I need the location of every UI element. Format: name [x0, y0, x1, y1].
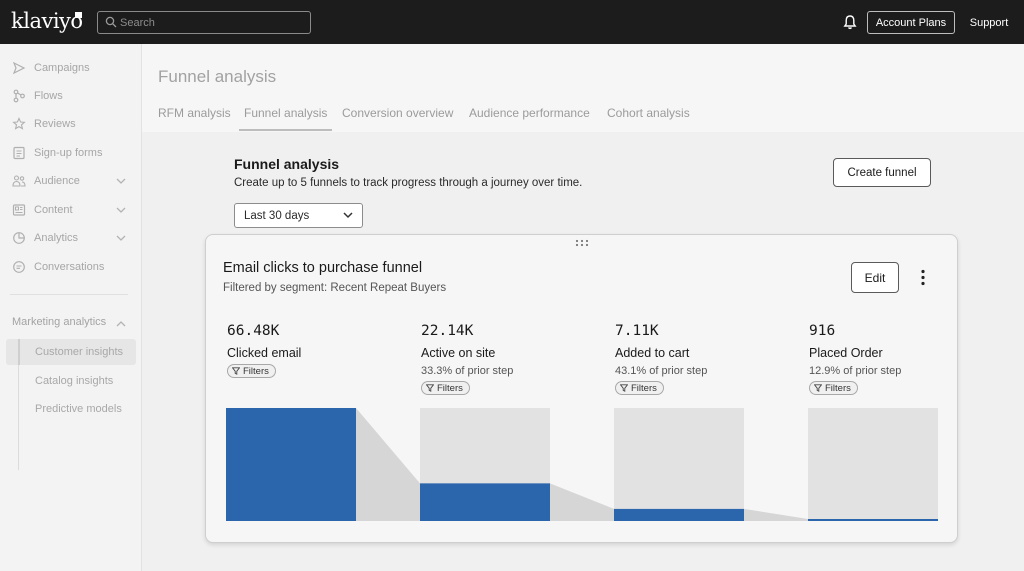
pie-chart-icon	[13, 232, 25, 244]
sidebar-item-label: Conversations	[34, 261, 105, 273]
drag-handle-icon[interactable]	[575, 239, 589, 247]
funnel-bar-clicked-email[interactable]	[226, 408, 356, 521]
section-title: Funnel analysis	[234, 156, 340, 172]
form-icon	[13, 146, 25, 160]
filters-label: Filters	[631, 382, 657, 394]
chat-icon	[13, 261, 25, 273]
klaviyo-logo[interactable]: klaviyo	[11, 9, 83, 33]
date-range-value: Last 30 days	[244, 209, 310, 222]
funnel-chart	[226, 408, 938, 521]
funnel-connector	[744, 508, 808, 521]
chevron-down-icon	[116, 207, 126, 213]
sidebar-item-label: Analytics	[34, 232, 79, 244]
sidebar-item-campaigns[interactable]: Campaigns	[0, 55, 142, 81]
sidebar-divider	[10, 294, 128, 295]
search-icon	[105, 16, 117, 28]
star-icon	[12, 117, 26, 130]
sidebar-item-content[interactable]: Content	[0, 197, 142, 223]
sidebar-item-conversations[interactable]: Conversations	[0, 254, 142, 280]
filters-chip[interactable]: Filters	[615, 381, 664, 395]
filter-icon	[814, 384, 822, 392]
funnel-bar-track	[614, 408, 744, 521]
funnel-bar-added-to-cart[interactable]	[614, 508, 744, 521]
sidebar: Campaigns Flows Reviews Sign-up forms Au…	[0, 44, 142, 571]
chevron-down-icon	[116, 235, 126, 241]
page-header	[142, 44, 1024, 132]
funnel-bar-track	[808, 408, 938, 521]
content-icon	[12, 204, 26, 216]
bell-icon[interactable]	[843, 14, 857, 30]
step-name: Added to cart	[615, 346, 690, 360]
filters-chip[interactable]: Filters	[809, 381, 858, 395]
tab-funnel-analysis[interactable]: Funnel analysis	[244, 106, 328, 120]
chevron-down-icon	[116, 178, 126, 184]
logo-flag-icon	[75, 12, 82, 18]
sidebar-item-label: Audience	[34, 175, 80, 187]
filters-label: Filters	[437, 382, 463, 394]
step-name: Active on site	[421, 346, 496, 360]
filter-icon	[426, 384, 434, 392]
sidebar-item-catalog-insights[interactable]: Catalog insights	[35, 375, 114, 387]
step-name: Placed Order	[809, 346, 883, 360]
people-icon	[12, 175, 26, 187]
sidebar-item-predictive-models[interactable]: Predictive models	[35, 403, 122, 415]
filters-chip[interactable]: Filters	[227, 364, 276, 378]
sidebar-item-audience[interactable]: Audience	[0, 168, 142, 194]
step-name: Clicked email	[227, 346, 302, 360]
sidebar-item-flows[interactable]: Flows	[0, 83, 142, 109]
sidebar-item-label: Campaigns	[34, 62, 90, 74]
step-value: 7.11K	[615, 323, 659, 339]
account-plans-button[interactable]: Account Plans	[867, 11, 955, 34]
funnel-connector	[550, 483, 614, 521]
sidebar-item-analytics[interactable]: Analytics	[0, 225, 142, 251]
create-funnel-button[interactable]: Create funnel	[833, 158, 931, 187]
send-icon	[12, 61, 26, 75]
sidebar-item-label: Reviews	[34, 118, 76, 130]
step-value: 66.48K	[227, 323, 280, 339]
funnel-connector	[356, 408, 420, 521]
funnel-bar-placed-order[interactable]	[808, 519, 938, 521]
search-input[interactable]	[120, 13, 305, 32]
card-title: Email clicks to purchase funnel	[223, 260, 423, 276]
step-value: 916	[809, 323, 836, 339]
funnel-bar-active-on-site[interactable]	[420, 483, 550, 521]
chevron-down-icon	[343, 212, 353, 219]
date-range-select[interactable]: Last 30 days	[234, 203, 363, 228]
filters-chip[interactable]: Filters	[421, 381, 470, 395]
sidebar-item-reviews[interactable]: Reviews	[0, 111, 142, 137]
sidebar-section-marketing-analytics[interactable]: Marketing analytics	[12, 316, 107, 328]
sidebar-item-label: Sign-up forms	[34, 147, 103, 159]
tab-cohort-analysis[interactable]: Cohort analysis	[607, 106, 690, 120]
tab-rfm-analysis[interactable]: RFM analysis	[158, 106, 231, 120]
support-button[interactable]: Support	[969, 16, 1009, 29]
step-conversion-rate: 12.9% of prior step	[809, 365, 902, 377]
step-conversion-rate: 43.1% of prior step	[615, 365, 708, 377]
chevron-up-icon[interactable]	[115, 318, 127, 330]
filter-icon	[620, 384, 628, 392]
card-subtitle: Filtered by segment: Recent Repeat Buyer…	[223, 282, 447, 294]
filters-label: Filters	[825, 382, 851, 394]
active-tab-indicator	[239, 129, 332, 131]
step-value: 22.14K	[421, 323, 474, 339]
step-conversion-rate: 33.3% of prior step	[421, 365, 514, 377]
more-options-icon[interactable]	[918, 269, 928, 286]
filters-label: Filters	[243, 365, 269, 377]
page-title: Funnel analysis	[158, 67, 277, 86]
sidebar-item-signup-forms[interactable]: Sign-up forms	[0, 140, 142, 166]
edit-button[interactable]: Edit	[851, 262, 899, 293]
sidebar-item-label: Content	[34, 204, 73, 216]
tab-audience-performance[interactable]: Audience performance	[469, 106, 590, 120]
sidebar-sub-line	[18, 340, 19, 470]
flows-icon	[13, 89, 25, 103]
sidebar-item-label: Flows	[34, 90, 63, 102]
sidebar-item-customer-insights[interactable]: Customer insights	[6, 339, 136, 365]
section-description: Create up to 5 funnels to track progress…	[234, 177, 583, 189]
tab-conversion-overview[interactable]: Conversion overview	[342, 106, 454, 120]
filter-icon	[232, 367, 240, 375]
